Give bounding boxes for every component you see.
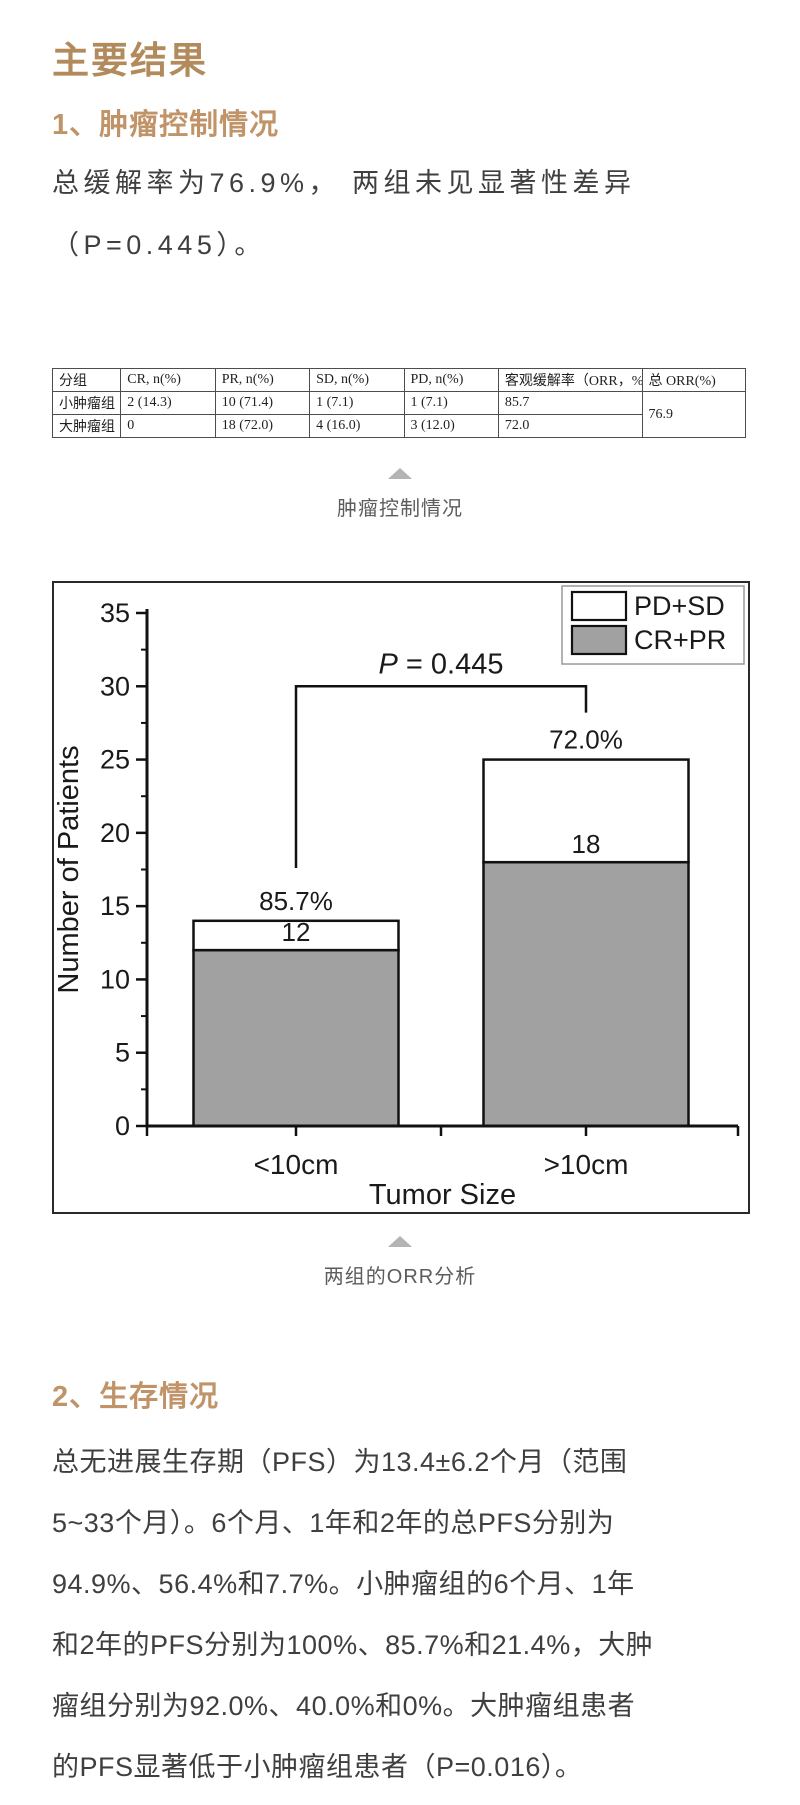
svg-text:15: 15 xyxy=(100,891,130,921)
section-2-heading: 2、生存情况 xyxy=(52,1381,220,1413)
cell-sd-large: 4 (16.0) xyxy=(309,414,405,438)
orr-results-table: 分组 CR, n(%) PR, n(%) SD, n(%) PD, n(%) 客… xyxy=(51,368,747,438)
svg-text:P = 0.445: P = 0.445 xyxy=(379,648,504,680)
cell-pr-small: 10 (71.4) xyxy=(214,391,311,415)
svg-text:5: 5 xyxy=(115,1038,130,1068)
cell-cr-large: 0 xyxy=(120,414,216,438)
header-cr: CR, n(%) xyxy=(120,368,216,392)
svg-text:20: 20 xyxy=(100,818,130,848)
section-1-heading: 1、肿瘤控制情况 xyxy=(52,109,280,141)
section-1-paragraph: 总缓解率为76.9%， 两组未见显著性差异 （P=0.445）。 xyxy=(52,168,636,260)
cell-pd-small: 1 (7.1) xyxy=(403,391,499,415)
header-total-orr: 总 ORR(%) xyxy=(641,368,747,392)
cell-orr-large: 72.0 xyxy=(497,414,643,438)
orr-bar-chart-figure: 85.7% 12 <10cm 72.0% 18 >10cm P = 0.445 0 5 10 15 2… xyxy=(52,581,750,1214)
cell-pr-large: 18 (72.0) xyxy=(214,414,311,438)
svg-text:0: 0 xyxy=(115,1111,130,1141)
collapse-triangle-icon xyxy=(388,468,412,479)
svg-text:18: 18 xyxy=(572,829,601,859)
svg-text:10: 10 xyxy=(100,964,130,994)
svg-text:72.0%: 72.0% xyxy=(549,725,623,755)
cell-orr-small: 85.7 xyxy=(497,391,643,415)
svg-text:12: 12 xyxy=(282,917,311,947)
svg-text:<10cm: <10cm xyxy=(254,1149,339,1180)
table-row: 小肿瘤组 2 (14.3) 10 (71.4) 1 (7.1) 1 (7.1) … xyxy=(51,391,747,438)
section-2-paragraph: 总无进展生存期（PFS）为13.4±6.2个月（范围 5~33个月）。6个月、1… xyxy=(52,1447,654,1782)
svg-text:PD+SD: PD+SD xyxy=(634,591,725,621)
chart-caption: 两组的ORR分析 xyxy=(323,1266,477,1288)
header-sd: SD, n(%) xyxy=(309,368,405,392)
cell-cr-small: 2 (14.3) xyxy=(120,391,216,415)
header-orr: 客观缓解率（ORR，%） xyxy=(497,368,643,392)
header-group: 分组 xyxy=(51,368,122,392)
page-title: 主要结果 xyxy=(52,41,208,82)
svg-text:Tumor Size: Tumor Size xyxy=(369,1179,516,1211)
svg-text:>10cm: >10cm xyxy=(544,1149,629,1180)
y-axis-title: Number of Patients xyxy=(54,745,85,993)
header-pr: PR, n(%) xyxy=(214,368,311,392)
cell-pd-large: 3 (12.0) xyxy=(403,414,499,438)
header-pd: PD, n(%) xyxy=(403,368,499,392)
svg-text:85.7%: 85.7% xyxy=(259,886,333,916)
orr-bar-chart: 85.7%12 <10cm 72.0% 18 >10cm P = 0.445 0 5 10 15 2… xyxy=(54,585,745,1211)
svg-text:35: 35 xyxy=(100,598,130,628)
table-row: 大肿瘤组 0 18 (72.0) 4 (16.0) 3 (12.0) 72.0 xyxy=(51,414,746,438)
svg-text:25: 25 xyxy=(100,745,130,775)
table-header-row: 分组 CR, n(%) PR, n(%) SD, n(%) PD, n(%) 客… xyxy=(51,368,747,392)
collapse-triangle-icon xyxy=(388,1236,412,1247)
svg-text:CR+PR: CR+PR xyxy=(634,625,726,655)
cell-group-large: 大肿瘤组 xyxy=(51,414,122,438)
cell-group-small: 小肿瘤组 xyxy=(51,391,122,415)
cell-total-orr: 76.9 xyxy=(641,391,747,438)
cell-sd-small: 1 (7.1) xyxy=(309,391,405,415)
table-caption: 肿瘤控制情况 xyxy=(337,498,463,520)
svg-text:30: 30 xyxy=(100,671,130,701)
